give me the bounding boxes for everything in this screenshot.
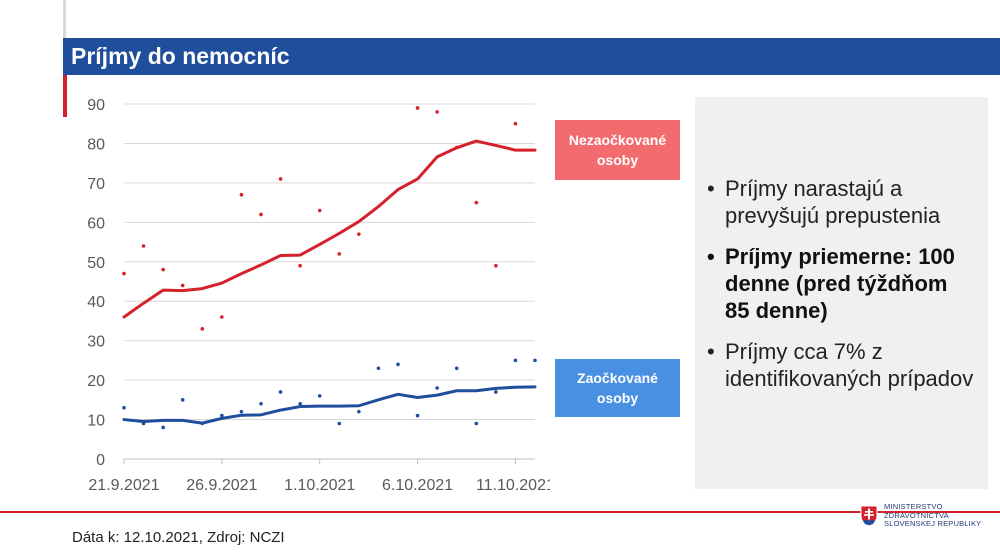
y-tick-label: 10 xyxy=(87,413,105,430)
bullet-admissions-growing: Príjmy narastajú a prevyšujú prepustenia xyxy=(705,175,978,229)
data-source: Dáta k: 12.10.2021, Zdroj: NCZI xyxy=(72,529,285,546)
vaccinated-daily-point xyxy=(494,390,498,394)
unvaccinated-daily-point xyxy=(122,271,126,276)
unvaccinated-daily-point xyxy=(317,208,322,213)
footer-divider xyxy=(0,511,1000,513)
summary-panel: Príjmy narastajú a prevyšujú prepustenia… xyxy=(695,97,988,489)
ministry-name: MINISTERSTVO ZDRAVOTNÍCTVA SLOVENSKEJ RE… xyxy=(884,502,999,529)
ministry-logo: MINISTERSTVO ZDRAVOTNÍCTVA SLOVENSKEJ RE… xyxy=(860,502,999,529)
y-tick-label: 70 xyxy=(87,176,105,193)
x-tick-label: 11.10.2021 xyxy=(476,477,550,494)
vaccinated-daily-point xyxy=(454,366,459,371)
coat-of-arms-icon xyxy=(860,505,878,527)
legend-vaccinated: Zaočkované osoby xyxy=(555,359,680,417)
unvaccinated-daily-point xyxy=(435,110,439,114)
vaccinated-daily-point xyxy=(259,401,263,406)
vaccinated-trend-line xyxy=(122,385,537,425)
vaccinated-daily-point xyxy=(180,398,185,402)
y-tick-label: 80 xyxy=(87,136,105,153)
unvaccinated-daily-point xyxy=(298,263,302,268)
vaccinated-daily-point xyxy=(161,425,165,430)
x-tick-label: 1.10.2021 xyxy=(284,477,355,494)
vaccinated-daily-point xyxy=(415,413,420,418)
unvaccinated-daily-point xyxy=(141,244,146,248)
summary-bullets: Príjmy narastajú a prevyšujú prepustenia… xyxy=(705,175,978,392)
red-accent-bar xyxy=(63,75,67,117)
y-tick-label: 40 xyxy=(87,294,105,311)
vaccinated-daily-point xyxy=(122,405,126,410)
ministry-line-2: ZDRAVOTNÍCTVA xyxy=(884,510,949,520)
unvaccinated-daily-point xyxy=(239,192,244,197)
x-tick-label: 26.9.2021 xyxy=(186,477,257,494)
vaccinated-daily-point xyxy=(357,409,361,414)
unvaccinated-daily-point xyxy=(494,263,498,268)
y-tick-label: 60 xyxy=(87,215,105,232)
vaccinated-daily-point xyxy=(474,421,479,426)
x-tick-label: 6.10.2021 xyxy=(382,477,453,494)
vaccinated-daily-point xyxy=(376,366,381,371)
unvaccinated-daily-point xyxy=(357,232,361,236)
y-tick-label: 90 xyxy=(87,97,105,114)
unvaccinated-daily-point xyxy=(180,283,185,288)
vaccinated-daily-point xyxy=(239,409,244,414)
vaccinated-daily-point xyxy=(337,421,342,426)
page-title: Príjmy do nemocníc xyxy=(63,38,1000,75)
x-tick-label: 21.9.2021 xyxy=(88,477,159,494)
ministry-line-3: SLOVENSKEJ REPUBLIKY xyxy=(884,519,982,528)
vaccinated-daily-point xyxy=(533,358,537,363)
unvaccinated-daily-point xyxy=(278,177,283,181)
vaccinated-daily-point xyxy=(141,421,146,426)
unvaccinated-daily-point xyxy=(474,200,479,205)
y-tick-label: 30 xyxy=(87,334,105,351)
vaccinated-daily-point xyxy=(396,362,400,367)
unvaccinated-daily-point xyxy=(161,267,165,272)
unvaccinated-daily-point xyxy=(259,212,263,217)
ministry-line-1: MINISTERSTVO xyxy=(884,502,943,511)
vaccinated-daily-point xyxy=(317,394,322,398)
bullet-average-admissions: Príjmy priemerne: 100 denne (pred týždňo… xyxy=(705,243,978,324)
unvaccinated-daily-point xyxy=(415,106,420,110)
legend-unvaccinated: Nezaočkované osoby xyxy=(555,120,680,180)
bullet-admissions-share: Príjmy cca 7% z identifikovaných prípado… xyxy=(705,338,978,392)
vaccinated-daily-point xyxy=(298,401,302,406)
vaccinated-daily-point xyxy=(278,390,283,394)
y-tick-label: 50 xyxy=(87,255,105,272)
unvaccinated-daily-point xyxy=(200,327,205,331)
vaccinated-daily-point xyxy=(513,358,518,363)
unvaccinated-daily-point xyxy=(454,145,459,150)
unvaccinated-daily-point xyxy=(337,252,342,256)
y-tick-label: 20 xyxy=(87,373,105,390)
vaccinated-daily-point xyxy=(200,421,205,426)
hospital-admissions-chart: 0 10 20 30 40 50 60 70 80 90 21.9.2021 26.9.2021 1.1… xyxy=(87,97,550,494)
top-divider xyxy=(63,0,66,38)
vaccinated-daily-point xyxy=(220,413,224,418)
unvaccinated-daily-point xyxy=(513,121,518,126)
unvaccinated-daily-point xyxy=(220,315,224,319)
vaccinated-daily-point xyxy=(435,386,439,390)
unvaccinated-trend-line xyxy=(122,139,537,319)
y-tick-label: 0 xyxy=(96,452,105,469)
